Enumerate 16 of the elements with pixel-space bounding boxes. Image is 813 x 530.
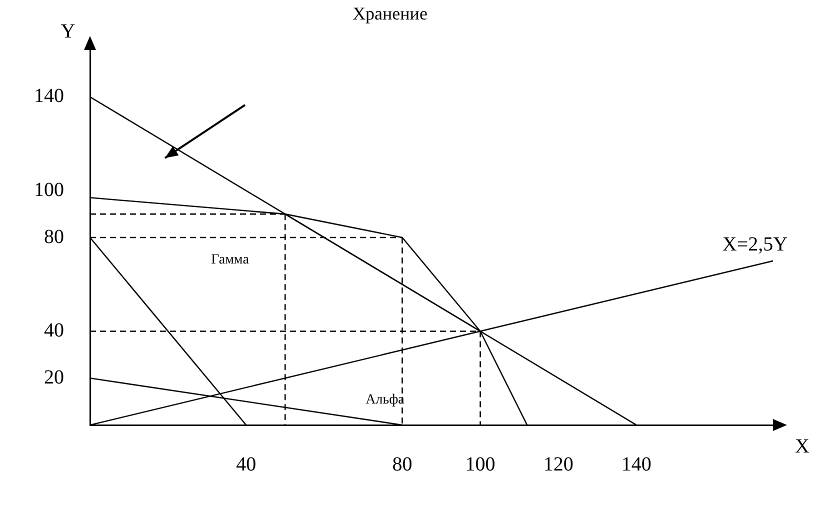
y-tick-label: 80 xyxy=(44,226,64,248)
y-tick-label: 100 xyxy=(34,178,64,201)
x-axis-title: X xyxy=(795,435,810,458)
x-tick-label: 140 xyxy=(621,453,652,476)
text: Хранение xyxy=(352,4,428,24)
x-tick-label: 80 xyxy=(392,453,412,476)
annotation: Гамма xyxy=(211,252,250,268)
y-tick-label: 40 xyxy=(44,320,64,342)
annotation: X=2,5Y xyxy=(722,233,788,256)
annotation: Альфа xyxy=(366,392,406,408)
x-tick-label: 100 xyxy=(465,453,496,476)
x-tick-label: 120 xyxy=(543,453,574,476)
x-tick-label: 40 xyxy=(236,453,256,476)
y-tick-label: 20 xyxy=(44,366,64,388)
y-axis-title: Y xyxy=(60,20,76,42)
y-tick-label: 140 xyxy=(34,85,64,108)
